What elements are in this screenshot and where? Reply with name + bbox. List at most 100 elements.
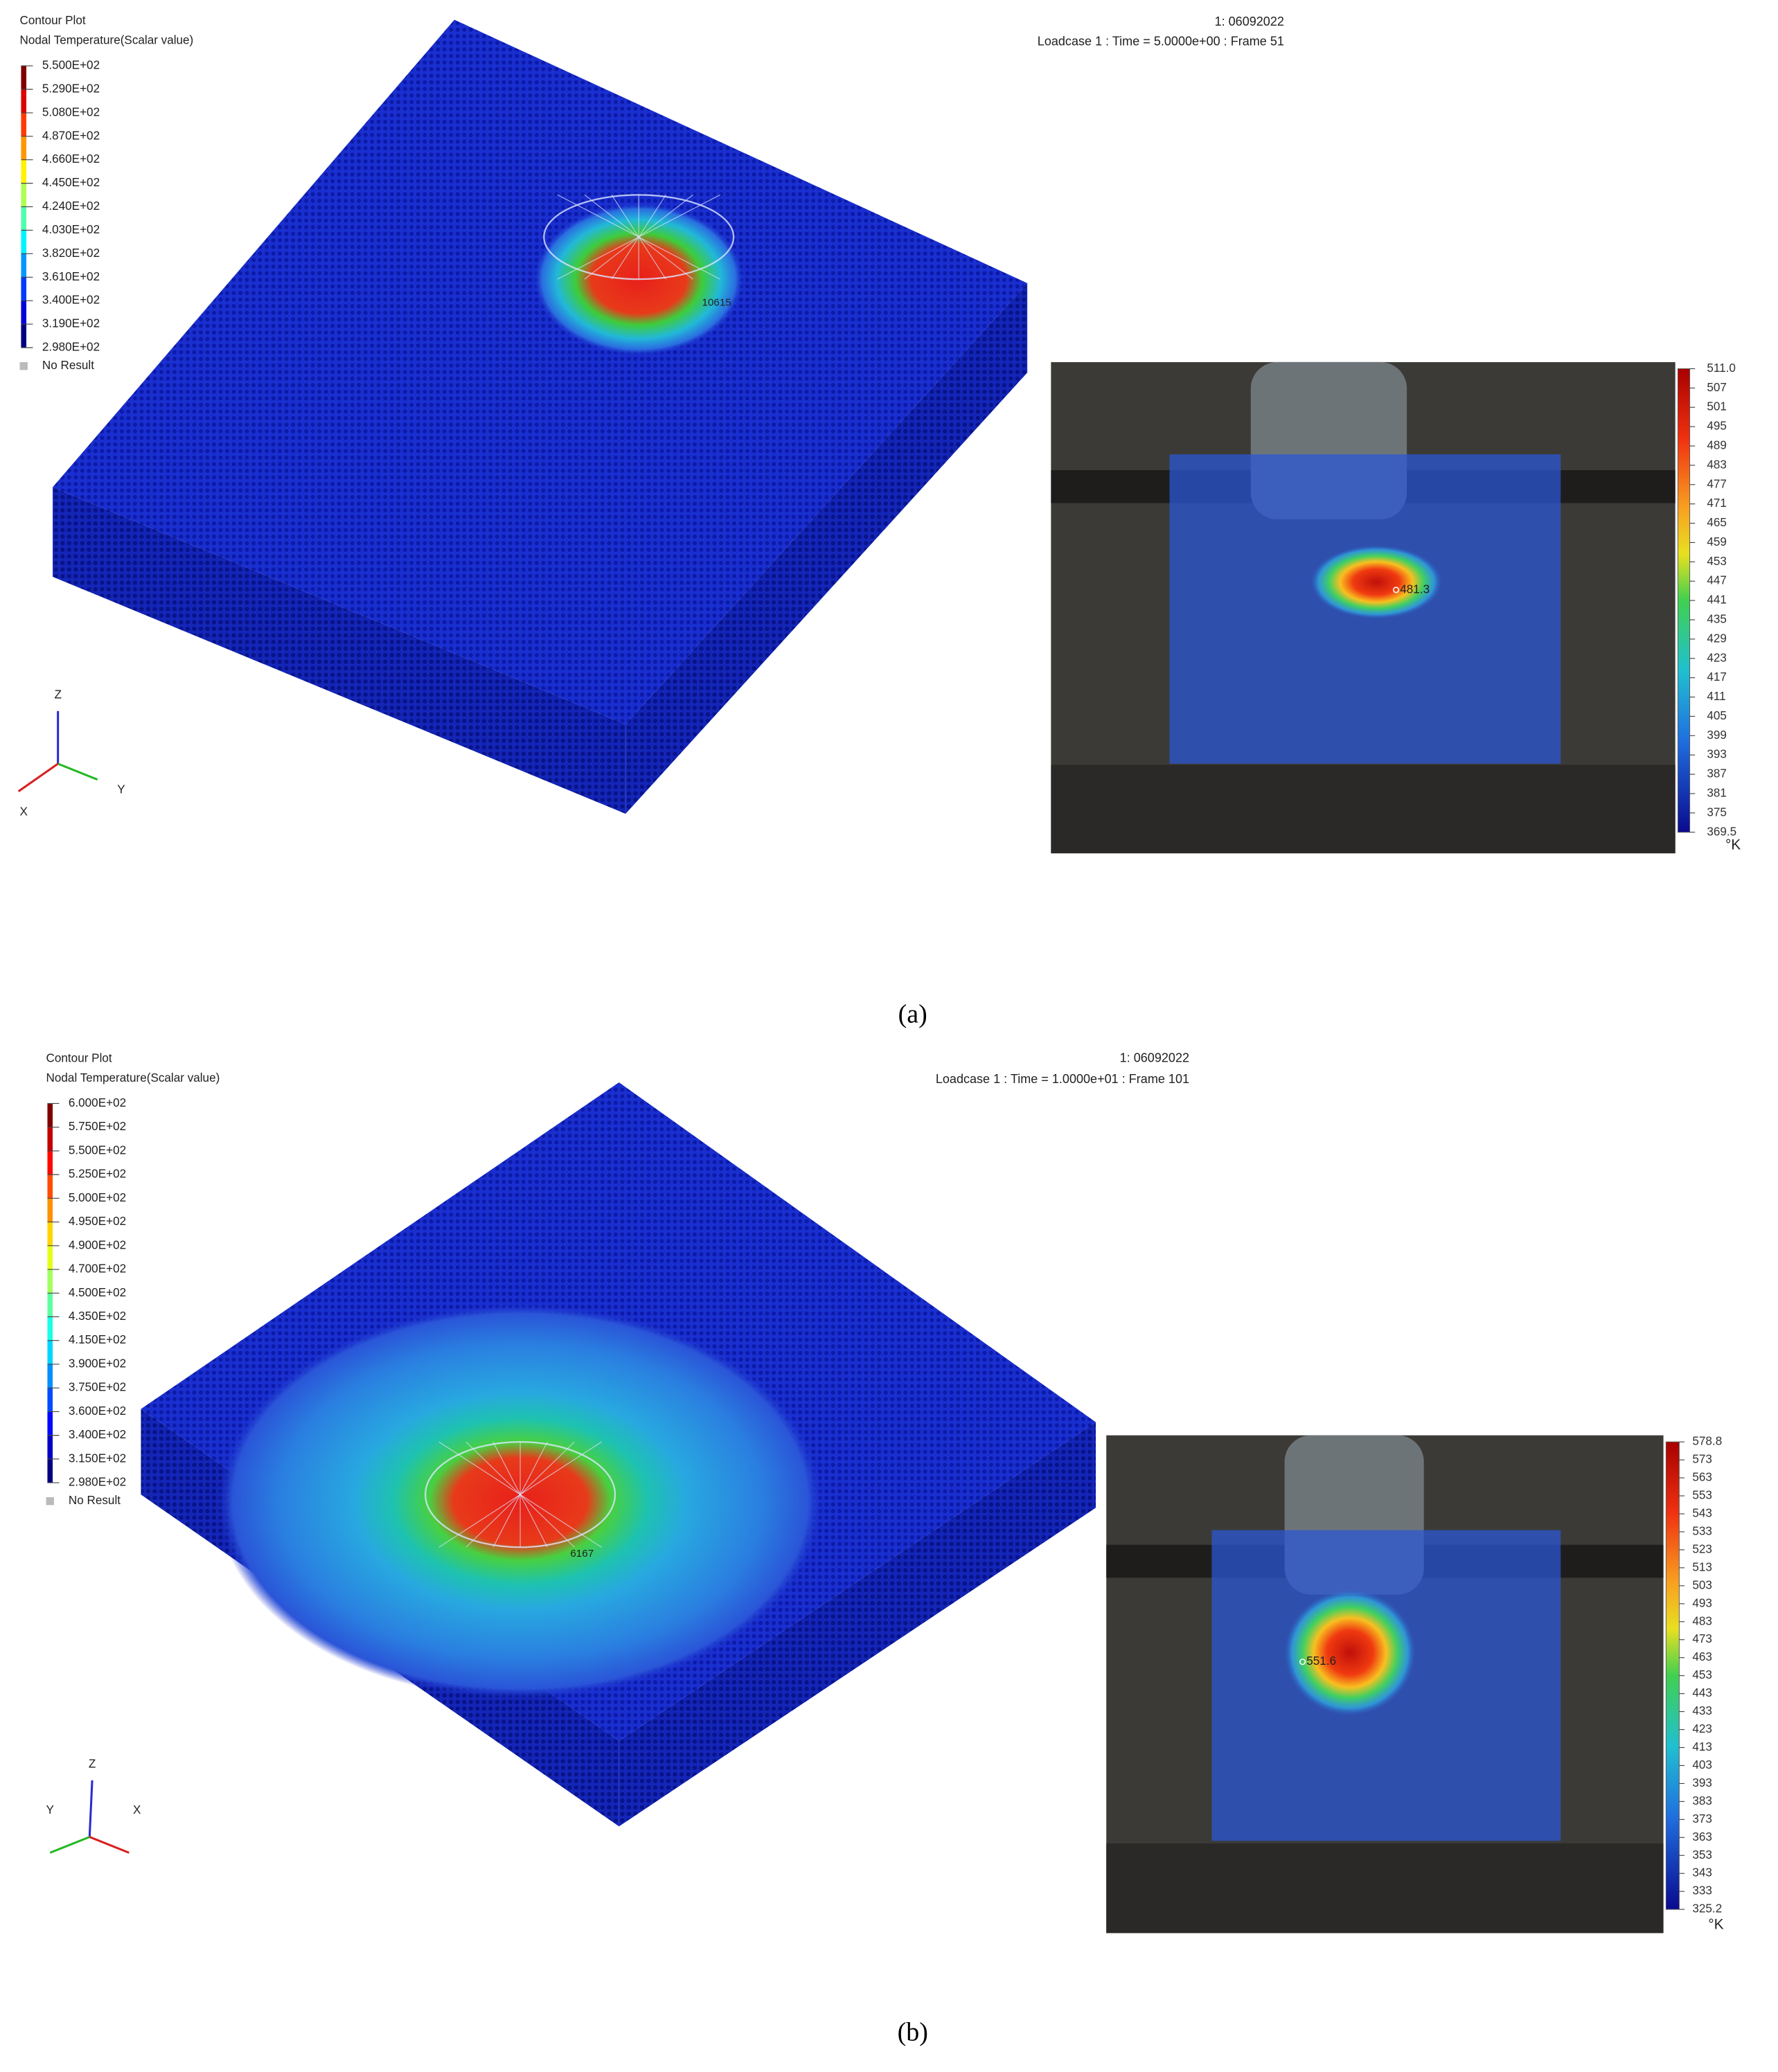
scale-label: 563 bbox=[1692, 1471, 1712, 1484]
thermal-colorbar bbox=[1665, 1441, 1680, 1910]
legend-label: 5.250E+02 bbox=[69, 1168, 126, 1181]
scale-label: 483 bbox=[1692, 1614, 1712, 1627]
photo-bench bbox=[1106, 1843, 1664, 1933]
scale-label: 501 bbox=[1707, 400, 1727, 413]
scale-label: 333 bbox=[1692, 1884, 1712, 1897]
scale-label: 453 bbox=[1692, 1668, 1712, 1681]
plate-side bbox=[625, 283, 1028, 814]
legend-label: 3.400E+02 bbox=[69, 1428, 126, 1441]
caption: (a) bbox=[898, 1000, 927, 1029]
tool-mesh bbox=[438, 1441, 602, 1548]
scale-label: 387 bbox=[1707, 767, 1727, 780]
scale-label: 465 bbox=[1707, 516, 1727, 529]
axis-label: Z bbox=[54, 688, 61, 702]
scale-label: 369.5 bbox=[1707, 825, 1736, 838]
scale-label: 417 bbox=[1707, 670, 1727, 684]
scale-label: 413 bbox=[1692, 1740, 1712, 1753]
scale-label: 403 bbox=[1692, 1758, 1712, 1771]
legend-band bbox=[47, 1150, 53, 1175]
plate-side bbox=[619, 1422, 1096, 1827]
legend-label: 3.400E+02 bbox=[42, 294, 100, 307]
legend-band bbox=[47, 1269, 53, 1294]
axis-label: X bbox=[133, 1803, 141, 1816]
legend-band bbox=[21, 206, 27, 231]
legend-band bbox=[21, 66, 27, 89]
panel: 6167 Contour Plot Nodal Temperature(Scalar… bbox=[46, 1051, 1724, 2047]
scale-label: 353 bbox=[1692, 1848, 1712, 1861]
scale-label: 435 bbox=[1707, 612, 1727, 625]
scale-label: 363 bbox=[1692, 1830, 1712, 1843]
legend-subtitle: Nodal Temperature(Scalar value) bbox=[20, 33, 194, 46]
legend-label: 3.190E+02 bbox=[42, 317, 100, 330]
plate-top bbox=[53, 19, 1028, 724]
scale-label: 447 bbox=[1707, 574, 1727, 587]
legend-label: 4.950E+02 bbox=[69, 1215, 126, 1228]
scale-label: 393 bbox=[1692, 1776, 1712, 1789]
axis-x bbox=[17, 762, 59, 793]
scale-label: 443 bbox=[1692, 1686, 1712, 1699]
scale-label: 375 bbox=[1707, 805, 1727, 819]
legend-label: 4.500E+02 bbox=[69, 1286, 126, 1299]
scale-label: 325.2 bbox=[1692, 1902, 1722, 1915]
axis-x bbox=[89, 1836, 130, 1854]
panel: 10615 Contour Plot Nodal Temperature(Scala… bbox=[17, 14, 1741, 1029]
scale-label: 459 bbox=[1707, 535, 1727, 548]
axis-label: X bbox=[20, 805, 28, 819]
scale-label: 383 bbox=[1692, 1794, 1712, 1807]
legend-label: 4.350E+02 bbox=[69, 1310, 126, 1323]
legend-band bbox=[47, 1458, 53, 1483]
scale-label: 473 bbox=[1692, 1632, 1712, 1645]
legend-label: 6.000E+02 bbox=[69, 1096, 126, 1109]
scale-label: 441 bbox=[1707, 593, 1727, 607]
header-loadcase: Loadcase 1 : Time = 1.0000e+01 : Frame 1… bbox=[936, 1072, 1189, 1086]
scale-label: 507 bbox=[1707, 381, 1727, 394]
scale-label: 411 bbox=[1707, 690, 1725, 703]
scale-label: 393 bbox=[1707, 748, 1727, 761]
scale-label: 453 bbox=[1707, 555, 1727, 568]
scale-label: 423 bbox=[1692, 1722, 1712, 1735]
legend-band bbox=[21, 89, 27, 113]
legend-label: 3.900E+02 bbox=[69, 1357, 126, 1370]
scale-label: 381 bbox=[1707, 786, 1727, 799]
legend-label: 5.000E+02 bbox=[69, 1191, 126, 1204]
header-id: 1: 06092022 bbox=[1120, 1051, 1189, 1065]
scale-unit: °K bbox=[1708, 1917, 1723, 1933]
legend-label: 3.750E+02 bbox=[69, 1381, 126, 1394]
caption: (b) bbox=[898, 2018, 928, 2047]
legend-band bbox=[21, 136, 27, 160]
scale-label: 405 bbox=[1707, 709, 1727, 722]
legend-label: 4.870E+02 bbox=[42, 129, 100, 142]
spot-marker bbox=[1299, 1659, 1306, 1665]
legend-band bbox=[47, 1222, 53, 1246]
legend-label: 3.150E+02 bbox=[69, 1452, 126, 1465]
scale-label: 423 bbox=[1707, 651, 1727, 664]
legend-band bbox=[21, 183, 27, 207]
legend-title: Contour Plot bbox=[46, 1051, 112, 1064]
legend-band bbox=[47, 1293, 53, 1317]
photo-bench bbox=[1051, 765, 1675, 854]
legend-label: 4.450E+02 bbox=[42, 176, 100, 189]
scale-label: 573 bbox=[1692, 1453, 1712, 1466]
scale-label: 429 bbox=[1707, 632, 1727, 645]
scale-label: 513 bbox=[1692, 1560, 1712, 1573]
axis-z bbox=[88, 1780, 94, 1837]
no-result: No Result bbox=[69, 1494, 121, 1507]
scale-label: 493 bbox=[1692, 1596, 1712, 1609]
legend-band bbox=[21, 277, 27, 301]
legend-label: 3.600E+02 bbox=[69, 1404, 126, 1418]
spot-label: 551.6 bbox=[1306, 1654, 1336, 1668]
scale-label: 523 bbox=[1692, 1542, 1712, 1555]
legend-label: 3.610E+02 bbox=[42, 270, 100, 283]
scale-label: 543 bbox=[1692, 1506, 1712, 1519]
scale-label: 373 bbox=[1692, 1812, 1712, 1825]
axis-y bbox=[57, 762, 98, 781]
thermal-hotspot bbox=[1283, 1589, 1416, 1716]
axis-label: Y bbox=[117, 783, 125, 796]
scale-label: 503 bbox=[1692, 1578, 1712, 1591]
legend-label: 4.030E+02 bbox=[42, 223, 100, 236]
axis-y bbox=[49, 1836, 90, 1854]
legend-band bbox=[21, 301, 27, 325]
scale-label: 511.0 bbox=[1707, 361, 1736, 375]
